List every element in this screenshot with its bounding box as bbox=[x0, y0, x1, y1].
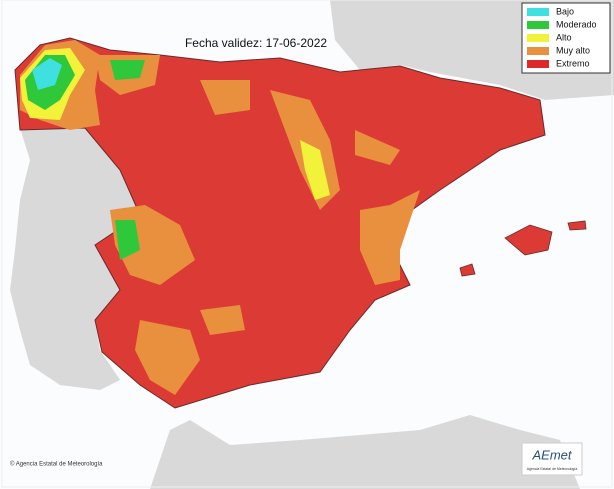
logo-box bbox=[521, 442, 583, 476]
mallorca bbox=[504, 224, 553, 256]
ibiza bbox=[459, 263, 476, 277]
legend-label: Muy alto bbox=[556, 45, 590, 55]
legend: Bajo Moderado Alto Muy alto Extremo bbox=[521, 2, 611, 74]
patch-orange bbox=[360, 190, 420, 285]
legend-label: Bajo bbox=[556, 6, 574, 16]
legend-swatch bbox=[527, 60, 549, 68]
legend-label: Alto bbox=[556, 32, 572, 42]
patch-green bbox=[115, 220, 140, 260]
credit: © Agencia Estatal de Meteorología bbox=[10, 461, 103, 468]
logo-subtitle: Agencia Estatal de Meteorología bbox=[527, 467, 578, 471]
africa bbox=[150, 415, 580, 489]
legend-swatch bbox=[527, 8, 549, 16]
patch-orange bbox=[200, 80, 250, 115]
patch-yellow bbox=[300, 140, 330, 200]
legend-swatch bbox=[527, 34, 549, 42]
map-title: Fecha validez: 17-06-2022 bbox=[185, 36, 327, 50]
patch-orange bbox=[135, 320, 200, 395]
patch-cyan bbox=[32, 58, 62, 90]
legend-swatch bbox=[527, 21, 549, 29]
legend-label: Extremo bbox=[556, 58, 590, 68]
portugal bbox=[10, 128, 140, 390]
legend-label: Moderado bbox=[556, 19, 597, 29]
logo-name: AEmet bbox=[531, 447, 572, 462]
menorca bbox=[567, 220, 587, 231]
patch-orange bbox=[355, 130, 400, 165]
patch-green bbox=[110, 60, 145, 80]
patch-orange bbox=[200, 305, 245, 335]
legend-swatch bbox=[527, 47, 549, 55]
